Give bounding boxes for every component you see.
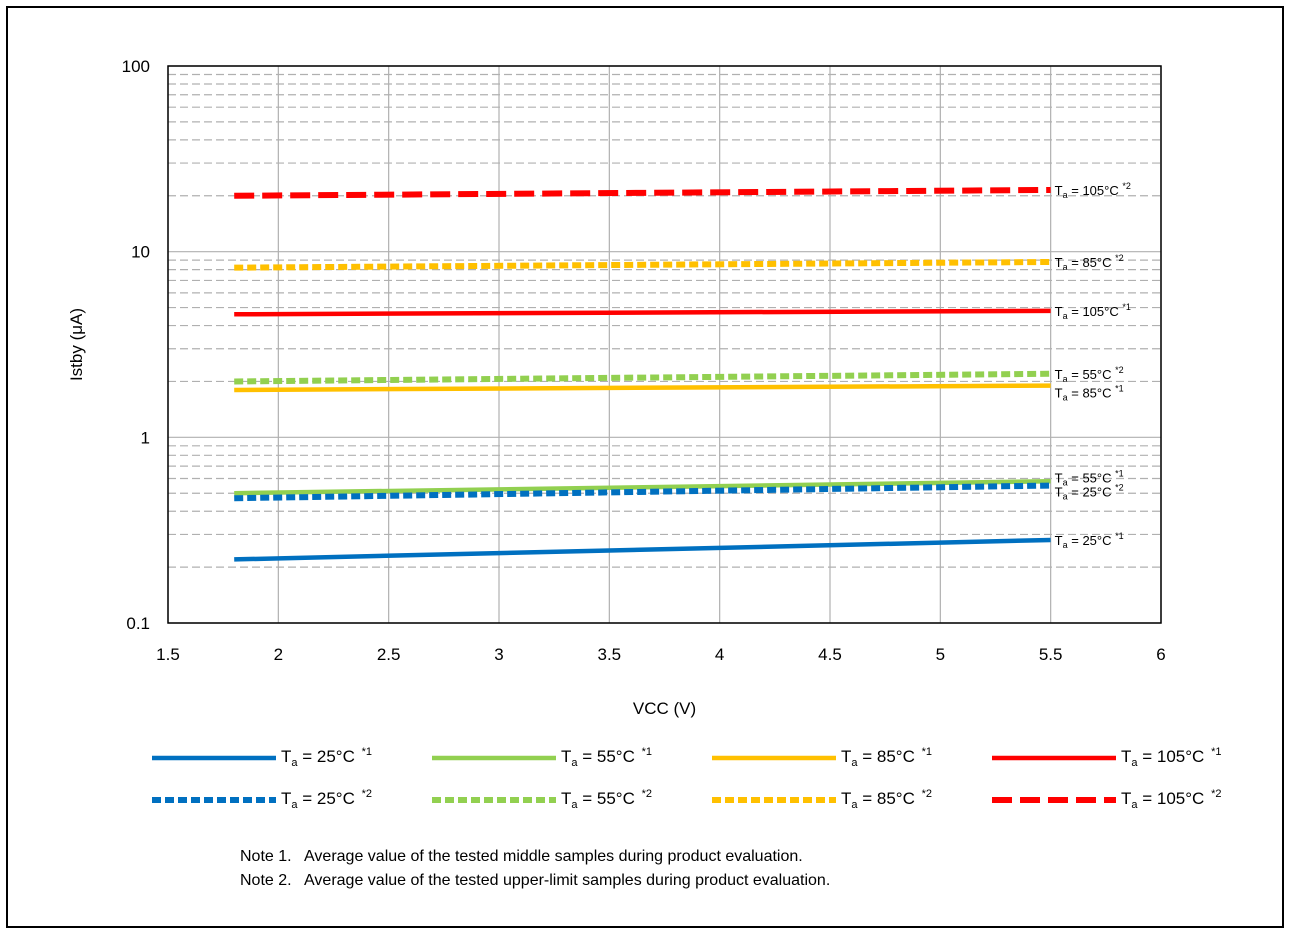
legend-item: Ta = 25°C *1	[150, 743, 420, 773]
figure-frame	[6, 6, 1284, 928]
y-axis-title: Istby (μA)	[67, 308, 86, 381]
x-tick-label: 3	[494, 645, 503, 664]
legend-label: Ta = 25°C *1	[281, 746, 373, 769]
series-line-7	[234, 186, 1051, 199]
y-tick-label: 100	[122, 57, 150, 76]
legend-label: Ta = 55°C *2	[561, 788, 653, 811]
series-line-6	[234, 258, 1051, 271]
series-end-label: Ta = 25°C *2	[1055, 483, 1124, 502]
y-tick-label: 10	[131, 243, 150, 262]
legend-label: Ta = 85°C *1	[841, 746, 933, 769]
series-end-label: Ta = 85°C *2	[1055, 253, 1124, 272]
legend-swatch	[992, 755, 1116, 761]
legend-swatch	[712, 797, 836, 803]
series-line-4	[234, 482, 1051, 502]
legend-item: Ta = 85°C *1	[710, 743, 980, 773]
legend-label: Ta = 85°C *2	[841, 788, 933, 811]
x-tick-label: 6	[1156, 645, 1165, 664]
legend-item: Ta = 55°C *2	[430, 785, 700, 815]
series-line-1	[234, 479, 1051, 496]
legend-swatch	[152, 755, 276, 761]
series-line-3	[234, 308, 1051, 317]
series-end-label: Ta = 55°C *1	[1055, 468, 1124, 487]
legend-item: Ta = 25°C *2	[150, 785, 420, 815]
legend-swatch	[152, 797, 276, 803]
legend-swatch	[712, 755, 836, 761]
note-1: Note 1. Average value of the tested midd…	[240, 848, 803, 865]
legend-item: Ta = 105°C *2	[990, 785, 1260, 815]
legend-swatch	[992, 797, 1116, 803]
x-tick-label: 2	[274, 645, 283, 664]
x-tick-label: 3.5	[598, 645, 622, 664]
x-tick-label: 4.5	[818, 645, 842, 664]
x-tick-label: 1.5	[156, 645, 180, 664]
legend-item: Ta = 85°C *2	[710, 785, 980, 815]
x-tick-label: 5	[936, 645, 945, 664]
notes: Note 1. Average value of the tested midd…	[240, 845, 830, 893]
series-line-0	[234, 537, 1051, 562]
y-tick-label: 0.1	[126, 614, 150, 633]
series-end-label: Ta = 85°C *1	[1055, 384, 1124, 403]
legend-label: Ta = 25°C *2	[281, 788, 373, 811]
legend-item: Ta = 55°C *1	[430, 743, 700, 773]
series-line-2	[234, 383, 1051, 393]
legend-label: Ta = 105°C *2	[1121, 788, 1222, 811]
legend-swatch	[432, 797, 556, 803]
legend-label: Ta = 55°C *1	[561, 746, 653, 769]
series-end-label: Ta = 55°C *2	[1055, 365, 1124, 384]
legend-item: Ta = 105°C *1	[990, 743, 1260, 773]
plot-area	[167, 65, 1162, 624]
series-end-label: Ta = 25°C *1	[1055, 531, 1124, 550]
x-tick-label: 2.5	[377, 645, 401, 664]
x-axis-title: VCC (V)	[633, 699, 696, 718]
series-end-label: Ta = 105°C *2	[1055, 181, 1131, 200]
legend-label: Ta = 105°C *1	[1121, 746, 1222, 769]
series-end-label: Ta = 105°C *1	[1055, 302, 1131, 321]
y-tick-label: 1	[141, 428, 150, 447]
x-tick-label: 5.5	[1039, 645, 1063, 664]
legend-swatch	[432, 755, 556, 761]
note-2: Note 2. Average value of the tested uppe…	[240, 872, 831, 889]
series-line-5	[234, 370, 1051, 385]
x-tick-label: 4	[715, 645, 724, 664]
